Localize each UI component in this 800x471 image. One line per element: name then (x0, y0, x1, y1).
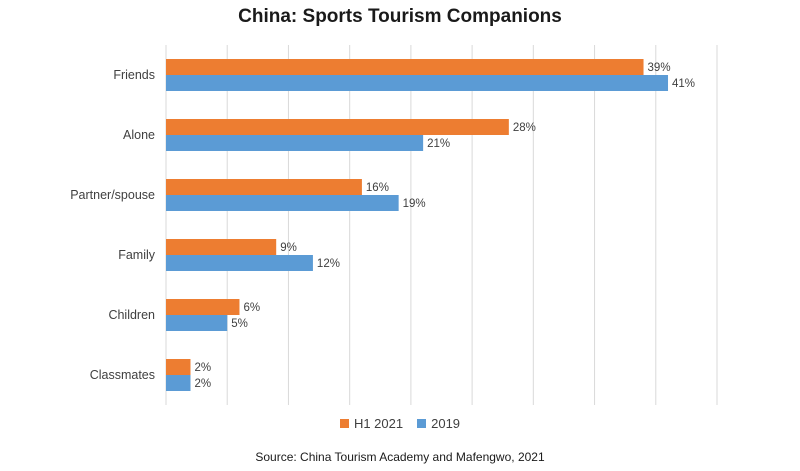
bar (166, 359, 191, 375)
bar (166, 195, 399, 211)
data-label: 28% (513, 122, 536, 134)
chart-title: China: Sports Tourism Companions (238, 6, 562, 27)
legend: H1 2021 2019 (0, 416, 800, 431)
data-label: 6% (243, 302, 260, 314)
bar (166, 179, 362, 195)
legend-swatch (417, 419, 427, 428)
bar (166, 135, 424, 151)
labels: Friends 39%41% Alone 28% 21% Partner/spouse 16… (70, 62, 695, 390)
bar (166, 59, 644, 75)
bar (166, 119, 509, 135)
data-label: 9% (280, 242, 297, 254)
data-label: 19% (403, 198, 426, 210)
category-label: Alone (123, 128, 155, 142)
bars (166, 59, 669, 391)
data-label: 5% (231, 318, 248, 330)
bar (166, 255, 313, 271)
legend-label: H1 2021 (353, 416, 404, 431)
bar (166, 75, 669, 91)
source-note: Source: China Tourism Academy and Mafeng… (255, 450, 545, 464)
data-label: 2% (194, 378, 211, 390)
data-label: 39% (648, 62, 671, 74)
category-label: Partner/spouse (70, 188, 155, 202)
data-label: 16% (366, 182, 389, 194)
category-label: Children (108, 308, 155, 322)
data-label: 2% (194, 362, 211, 374)
data-label: 12% (317, 258, 340, 270)
bar (166, 375, 191, 391)
legend-item-series-0: H1 2021 (339, 416, 404, 431)
data-label: 41% (672, 78, 695, 90)
gridlines (165, 45, 718, 405)
legend-swatch (339, 419, 349, 428)
data-label: 21% (427, 138, 450, 150)
legend-label: 2019 (431, 416, 461, 431)
category-label: Classmates (90, 368, 155, 382)
bar (166, 299, 240, 315)
bar (166, 239, 277, 255)
category-label: Family (118, 248, 156, 262)
category-label: Friends (113, 68, 155, 82)
bar (166, 315, 228, 331)
legend-item-series-1: 2019 (417, 416, 460, 431)
